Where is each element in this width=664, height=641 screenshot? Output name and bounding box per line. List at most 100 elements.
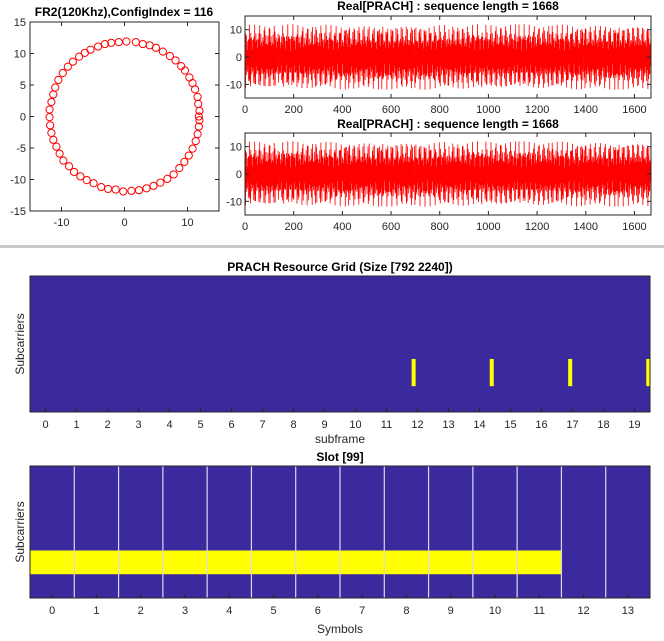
grid-xtick-label: 5 (271, 605, 277, 617)
scatter-point (111, 185, 120, 194)
line-top-plot-frame (244, 15, 652, 99)
line-xtick-label: 600 (382, 221, 400, 233)
line-xtick-label: 200 (285, 221, 303, 233)
grid-xtick-label: 14 (473, 419, 485, 431)
grid-xtick-label: 7 (359, 605, 365, 617)
scatter-point (82, 176, 91, 185)
grid-xtick-label: 1 (93, 605, 99, 617)
line-bottom-signal (244, 141, 652, 207)
grid-xtick-label: 3 (135, 419, 141, 431)
scatter-point (64, 162, 74, 171)
line-bottom-y-axis: 10 0 -10 (226, 142, 651, 208)
figure-divider (0, 245, 664, 248)
highlight-block (568, 358, 573, 387)
highlight-block (489, 358, 494, 387)
grid-xtick-label: 0 (42, 419, 48, 431)
grid-xtick-label: 12 (411, 419, 423, 431)
grid-xtick-label: 9 (448, 605, 454, 617)
signal-segment (481, 24, 517, 88)
slot-ylabel: Subcarriers (13, 501, 27, 562)
slot-x-axis: 0 1 2 3 4 5 6 7 8 9 10 11 12 13 (49, 594, 634, 617)
scatter-point (195, 116, 204, 125)
signal-segment (616, 144, 652, 207)
scatter-point (175, 164, 184, 173)
scatter-ytick-label: 15 (14, 17, 26, 29)
scatter-title: FR2(120Khz),ConfigIndex = 116 (35, 5, 214, 19)
signal-segment (616, 27, 652, 90)
grid-xtick-label: 7 (259, 419, 265, 431)
scatter-point (107, 38, 116, 47)
scatter-point (171, 56, 180, 65)
line-xtick-label: 200 (285, 104, 303, 116)
grid-x-axis: 0 1 2 3 4 5 6 7 8 9 10 11 12 13 14 15 16 17 18 19 (42, 408, 641, 431)
highlight-block (411, 358, 416, 387)
scatter-point (76, 172, 85, 181)
scatter-point (119, 187, 128, 196)
line-ytick-label: -10 (226, 196, 242, 208)
slot-xlabel: Symbols (317, 622, 363, 636)
grid-xtick-label: 4 (226, 605, 232, 617)
scatter-point (45, 113, 54, 122)
scatter-point (177, 62, 186, 71)
grid-xtick-label: 2 (104, 419, 110, 431)
line-xtick-label: 400 (333, 221, 351, 233)
line-ytick-label: 10 (230, 142, 242, 154)
scatter-point (49, 135, 58, 144)
scatter-point (169, 170, 178, 179)
scatter-point (193, 92, 202, 102)
line-top-x-axis: 0 200 400 600 800 1000 1200 1400 1600 (242, 16, 647, 116)
highlight-block (646, 358, 650, 387)
scatter-x-axis: -10 0 10 (54, 22, 194, 229)
scatter-xtick-label: 10 (181, 217, 193, 229)
grid-xtick-label: 6 (315, 605, 321, 617)
scatter-point (163, 174, 172, 183)
line-top-signal (244, 24, 652, 90)
signal-segment (447, 141, 483, 206)
scatter-point (55, 149, 64, 158)
grid-xtick-label: 4 (166, 419, 172, 431)
grid-xtick-label: 9 (321, 419, 327, 431)
line-xtick-label: 400 (333, 104, 351, 116)
scatter-point (63, 62, 72, 71)
line-xtick-label: 800 (431, 104, 449, 116)
scatter-point (47, 97, 56, 107)
grid-background (30, 276, 650, 412)
scatter-point (158, 47, 168, 56)
signal-segment (312, 141, 347, 207)
scatter-point (75, 52, 84, 61)
signal-segment (582, 142, 618, 207)
grid-xtick-label: 11 (381, 419, 392, 431)
line-xtick-label: 1000 (476, 221, 500, 233)
scatter-point (93, 42, 103, 51)
slot-plot-frame (29, 465, 651, 599)
signal-segment (549, 24, 584, 90)
grid-xtick-label: 13 (442, 419, 454, 431)
scatter-point (46, 121, 55, 130)
scatter-point (185, 73, 194, 82)
grid-xtick-label: 12 (577, 605, 589, 617)
line-xtick-label: 1600 (622, 104, 646, 116)
grid-ylabel: Subcarriers (13, 313, 27, 374)
signal-segment (346, 143, 381, 207)
scatter-ytick-label: -5 (16, 143, 26, 155)
slot-grid-chart: Slot [99] 0 1 2 3 4 5 6 7 8 9 10 11 12 13 Symbols Sub… (13, 450, 651, 636)
signal-segment (379, 26, 415, 90)
scatter-point (156, 178, 165, 187)
grid-xtick-label: 16 (535, 419, 547, 431)
line-xtick-label: 1200 (525, 221, 549, 233)
grid-xtick-label: 2 (138, 605, 144, 617)
grid-xtick-label: 11 (534, 605, 545, 617)
line-bottom-x-axis: 0 200 400 600 800 1000 1200 1400 1600 (242, 133, 647, 233)
signal-segment (447, 24, 483, 89)
grid-xtick-label: 10 (489, 605, 501, 617)
slot-title: Slot [99] (316, 450, 363, 464)
scatter-plot-frame (29, 21, 220, 212)
scatter-point (142, 184, 151, 193)
signal-segment (413, 142, 449, 207)
signal-segment (515, 141, 550, 205)
grid-xtick-label: 6 (228, 419, 234, 431)
line-xtick-label: 1200 (525, 104, 549, 116)
line-bottom-plot-frame (244, 132, 652, 216)
